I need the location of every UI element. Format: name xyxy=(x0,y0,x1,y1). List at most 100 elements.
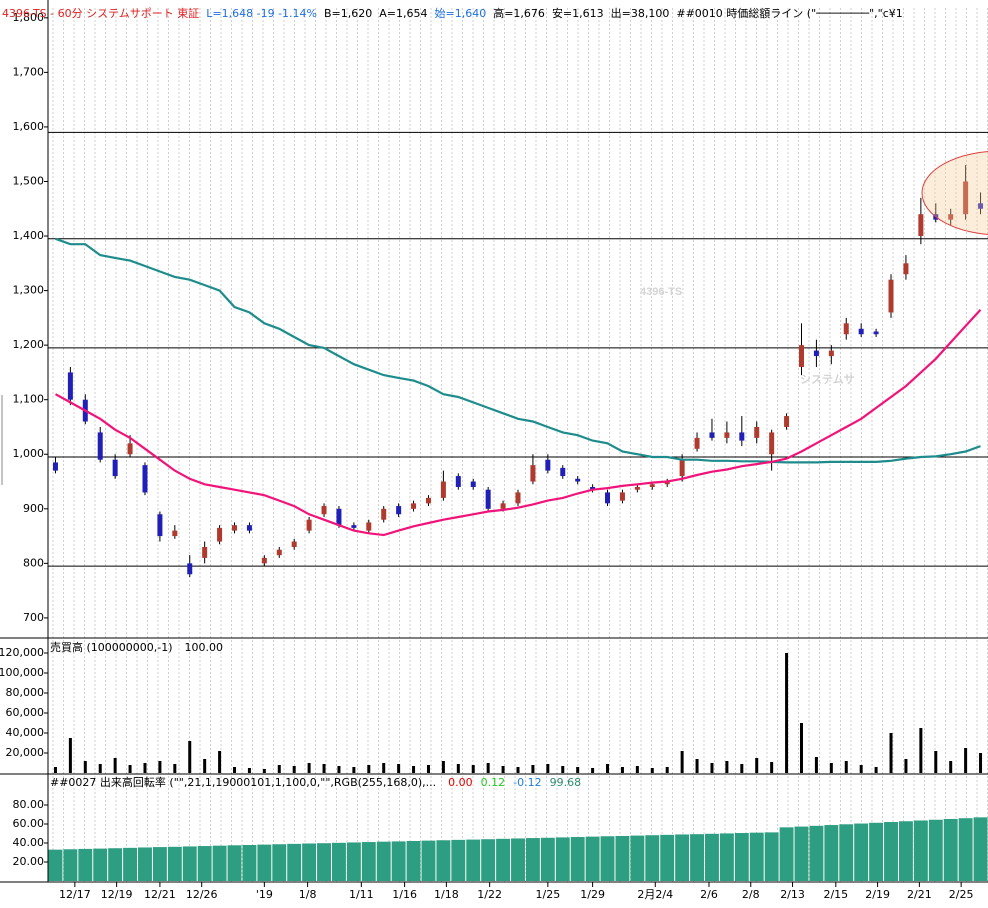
bar xyxy=(78,848,93,881)
candle-body xyxy=(246,525,252,531)
panel-reading: 99.68 xyxy=(550,776,582,789)
x-tick-label: 1/8 xyxy=(299,888,317,901)
candle-body xyxy=(664,481,670,485)
y-tick-label: 80,000 xyxy=(6,686,45,699)
bar xyxy=(928,819,943,881)
x-tick-label: 12/21 xyxy=(144,888,176,901)
candle-body xyxy=(694,437,700,449)
y-tick-label: 40.00 xyxy=(13,836,45,849)
header-item: 高=1,676 xyxy=(493,6,545,20)
y-tick-label: 900 xyxy=(23,502,44,515)
bar xyxy=(242,845,257,881)
candle-body xyxy=(948,214,954,220)
bar xyxy=(262,769,266,773)
bar xyxy=(884,822,898,881)
y-tick-label: 1,500 xyxy=(13,174,45,187)
y-tick-label: 60,000 xyxy=(6,706,45,719)
bar xyxy=(412,766,416,773)
bar xyxy=(108,848,123,881)
watermark-code: 4396-TS xyxy=(640,286,682,298)
x-tick-label: 2/21 xyxy=(907,888,932,901)
bar xyxy=(839,824,854,881)
candle-body xyxy=(440,481,446,498)
bar xyxy=(824,825,839,881)
candle-body xyxy=(366,522,372,531)
candle-body xyxy=(470,481,476,487)
candle-body xyxy=(127,443,133,455)
bar xyxy=(68,738,72,773)
bar xyxy=(456,764,460,773)
candle-body xyxy=(336,508,342,526)
y-tick-label: 1,700 xyxy=(13,65,45,78)
x-tick-label: 2/6 xyxy=(700,888,718,901)
time-grid xyxy=(48,8,988,882)
candle-body xyxy=(888,279,894,313)
candle-body xyxy=(411,503,417,509)
candle-body xyxy=(321,506,327,515)
candle-body xyxy=(232,525,238,531)
bar xyxy=(749,832,764,881)
panel-title: 売買高 (100000000,-1) 100.00 xyxy=(50,640,223,654)
candle-body xyxy=(649,484,655,487)
bar xyxy=(346,842,361,881)
bar xyxy=(406,841,421,881)
header-item: A=1,654 xyxy=(379,7,427,20)
bar xyxy=(585,836,600,881)
indicator-line xyxy=(55,237,981,464)
bar xyxy=(705,833,719,881)
bar xyxy=(814,757,818,773)
y-tick-label: 1,100 xyxy=(13,393,45,406)
y-tick-label: 60.00 xyxy=(13,817,45,830)
bar xyxy=(555,837,570,881)
y-tick-label: 1,400 xyxy=(13,229,45,242)
bar xyxy=(367,765,371,773)
bar xyxy=(630,835,645,881)
bar xyxy=(680,751,684,773)
bar xyxy=(471,765,475,773)
bar xyxy=(755,758,759,773)
candle-body xyxy=(530,465,536,482)
bar xyxy=(113,758,117,773)
y-tick-label: 20.00 xyxy=(13,855,45,868)
x-tick-label: 2/15 xyxy=(823,888,848,901)
panel-reading: 100.00 xyxy=(185,641,224,654)
y-tick-label: 1,600 xyxy=(13,120,45,133)
panel-reading: 0.12 xyxy=(481,776,506,789)
bar xyxy=(934,751,938,773)
x-tick-label: 1/29 xyxy=(580,888,605,901)
header-item: 4396-TS - 60分 システムサポート 東証 xyxy=(2,7,199,20)
bar xyxy=(779,827,794,881)
bar xyxy=(889,733,893,773)
bar xyxy=(719,833,734,881)
header-item: 始=1,640 xyxy=(435,6,487,20)
bar xyxy=(48,849,63,881)
bar xyxy=(441,761,445,773)
bar xyxy=(854,823,869,881)
bar xyxy=(376,841,391,881)
bar xyxy=(606,764,610,773)
candle-body xyxy=(590,486,596,490)
bar xyxy=(919,728,923,773)
candle-body xyxy=(291,541,297,547)
candle-body xyxy=(515,492,521,504)
bar xyxy=(979,753,983,773)
y-tick-label: 80.00 xyxy=(13,798,45,811)
bar xyxy=(98,764,102,773)
bar xyxy=(615,835,630,881)
candle-body xyxy=(634,486,640,490)
bar xyxy=(600,836,615,881)
bar xyxy=(486,763,490,773)
bar xyxy=(561,766,565,773)
x-tick-label: 1/25 xyxy=(535,888,560,901)
candle-body xyxy=(709,432,715,438)
bar xyxy=(173,764,177,773)
y-tick-label: 100,000 xyxy=(0,666,44,679)
bar xyxy=(182,846,197,881)
bar xyxy=(466,839,481,881)
bar xyxy=(725,761,729,773)
panel-title: ##0027 出来高回転率 ("",21,1,19000101,1,100,0,… xyxy=(50,775,581,789)
candle-body xyxy=(828,350,834,357)
candle-body xyxy=(157,514,163,537)
bar xyxy=(620,767,624,773)
bar xyxy=(212,845,227,881)
